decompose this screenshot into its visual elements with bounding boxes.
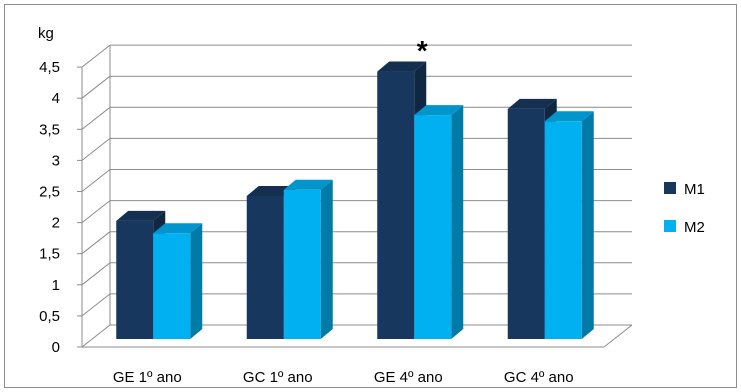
- y-tick-label: 0: [52, 339, 60, 356]
- bar: [414, 105, 464, 339]
- y-tick-label: 2: [52, 215, 60, 232]
- bar-side: [581, 111, 594, 339]
- bar-front: [507, 108, 545, 339]
- gridline-side: [81, 231, 111, 255]
- axes: [77, 45, 633, 348]
- gridline-side: [81, 324, 111, 348]
- gridline-side: [81, 75, 111, 99]
- bar: [283, 179, 333, 339]
- y-tick-label: 4: [52, 90, 60, 107]
- bar-side: [190, 223, 203, 339]
- y-tick-label: 2,5: [39, 184, 60, 201]
- annotation: *: [417, 35, 428, 66]
- y-tick-label: 1,5: [39, 246, 60, 263]
- y-tick-label: 3: [52, 152, 60, 169]
- bar-front: [283, 189, 321, 339]
- x-tick-label: GC 1º ano: [243, 369, 313, 386]
- y-tick-label: 4,5: [39, 59, 60, 76]
- y-tick-label: 0,5: [39, 308, 60, 325]
- bar-top: [153, 223, 203, 234]
- floor-edge: [603, 324, 633, 348]
- labels: 0 0,5 1 1,5 2 2,5 3 3,5 4 4,5 kg GE 1º ano GC 1º ano…: [38, 25, 574, 386]
- gridline-side: [81, 200, 111, 223]
- legend-label: M1: [684, 181, 705, 198]
- bar-top: [116, 210, 166, 221]
- bar-front: [116, 220, 154, 339]
- x-tick-label: GC 4º ano: [504, 369, 574, 386]
- bar-front: [414, 115, 452, 339]
- legend-swatch: [664, 220, 676, 232]
- gridline-side: [81, 106, 111, 130]
- x-tick-label: GE 1º ano: [113, 369, 182, 386]
- bar-top: [377, 61, 427, 72]
- bar-front: [377, 71, 415, 339]
- bar-top: [414, 105, 464, 116]
- gridline-side: [81, 44, 111, 68]
- y-tick-label: 1: [52, 277, 60, 294]
- y-tick-label: 3,5: [39, 121, 60, 138]
- legend-swatch: [664, 182, 676, 194]
- gridline-side: [81, 293, 111, 317]
- bar-top: [507, 98, 557, 109]
- y-axis-unit: kg: [38, 25, 54, 42]
- bar-top: [246, 185, 296, 196]
- legend: M1 M2: [664, 181, 705, 236]
- bars: [116, 61, 594, 339]
- bar-top: [544, 111, 594, 122]
- bar-front: [153, 233, 191, 339]
- gridline-side: [81, 262, 111, 286]
- bar-front: [246, 195, 284, 339]
- bar: [153, 223, 203, 339]
- x-tick-label: GE 4º ano: [374, 369, 443, 386]
- gridline-side: [81, 169, 111, 192]
- legend-label: M2: [684, 219, 705, 236]
- bar: [544, 111, 594, 339]
- gridline-side: [81, 138, 111, 161]
- bar-front: [544, 121, 582, 339]
- bar-side: [320, 179, 333, 339]
- bar-top: [283, 179, 333, 190]
- bar-side: [451, 105, 464, 339]
